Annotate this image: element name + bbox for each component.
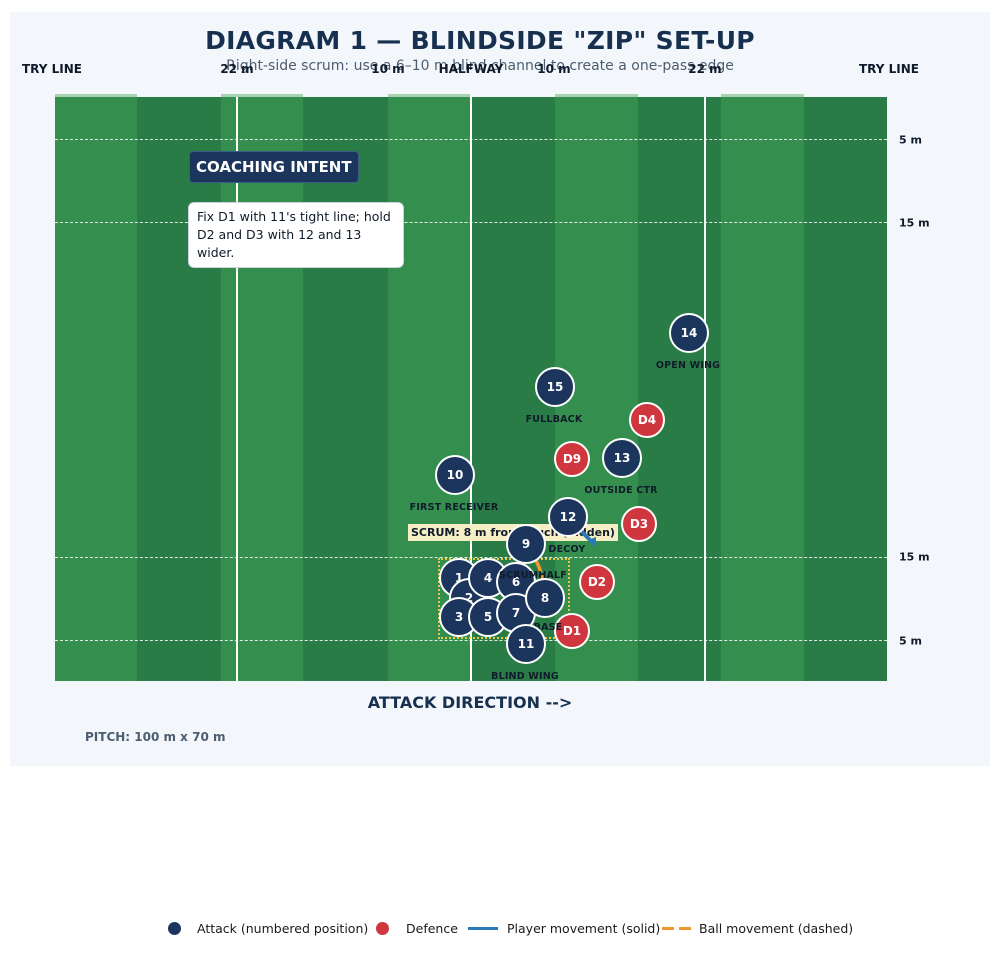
attacker-14: 14 bbox=[669, 313, 709, 353]
legend-ball-movement-label: Ball movement (dashed) bbox=[699, 921, 854, 936]
pitch-dimensions: PITCH: 100 m x 70 m bbox=[85, 730, 226, 744]
diagram-subtitle: Right-side scrum: use a 6–10 m blind cha… bbox=[226, 58, 734, 74]
legend-ball-movement-line bbox=[679, 927, 691, 930]
pitch-stripe bbox=[221, 97, 303, 681]
legend-attack-label: Attack (numbered position) bbox=[197, 921, 369, 936]
attacker-12: 12 bbox=[548, 497, 588, 537]
15m-line-top bbox=[55, 222, 887, 223]
pitch-stripe-edge bbox=[221, 94, 303, 97]
5m-bottom-label: 5 m bbox=[899, 634, 922, 648]
10m-right-label: 10 m bbox=[537, 62, 571, 76]
scrumhalf-label: SCRUMHALF bbox=[499, 570, 567, 581]
base-label: BASE bbox=[533, 622, 563, 633]
rugby-pitch: COACHING INTENT Fix D1 with 11's tight l… bbox=[55, 94, 887, 682]
attacker-11: 11 bbox=[506, 624, 546, 664]
defender-d1: D1 bbox=[554, 613, 590, 649]
pitch-stripe-edge bbox=[388, 94, 470, 97]
pitch-stripe-edge bbox=[555, 94, 638, 97]
try-line-right-label: TRY LINE bbox=[859, 62, 919, 76]
5m-line-top bbox=[55, 139, 887, 140]
pitch-stripe bbox=[55, 97, 137, 681]
5m-line-bottom bbox=[55, 640, 887, 641]
blind-wing-label: BLIND WING bbox=[491, 671, 559, 682]
coaching-intent-text: Fix D1 with 11's tight line; hold D2 and… bbox=[188, 202, 404, 268]
legend-defence-marker bbox=[376, 922, 389, 935]
first-receiver-label: FIRST RECEIVER bbox=[409, 502, 499, 513]
decoy-label: DECOY bbox=[548, 544, 586, 555]
15m-bottom-label: 15 m bbox=[899, 550, 930, 564]
halfway-line bbox=[470, 97, 472, 681]
halfway-label: HALFWAY bbox=[438, 62, 504, 76]
try-line-left-label: TRY LINE bbox=[22, 62, 82, 76]
legend-ball-movement-line bbox=[662, 927, 674, 930]
pitch-stripe-edge bbox=[55, 94, 137, 97]
22m-left-label: 22 m bbox=[220, 62, 254, 76]
22m-line-right bbox=[704, 97, 706, 681]
outside-centre-label: OUTSIDE CTR bbox=[584, 485, 658, 496]
coaching-intent-heading: COACHING INTENT bbox=[189, 151, 359, 183]
legend-defence-label: Defence bbox=[406, 921, 458, 936]
defender-d4: D4 bbox=[629, 402, 665, 438]
attack-direction-label: ATTACK DIRECTION --> bbox=[367, 693, 573, 712]
pitch-stripe-edge bbox=[721, 94, 804, 97]
attacker-9: 9 bbox=[506, 524, 546, 564]
attacker-8: 8 bbox=[525, 578, 565, 618]
22m-line-left bbox=[236, 97, 238, 681]
scrum-zone bbox=[438, 558, 570, 639]
diagram-title: DIAGRAM 1 — BLINDSIDE "ZIP" SET-UP bbox=[205, 26, 755, 55]
player-movement-arrowhead bbox=[588, 537, 596, 548]
attacker-10: 10 bbox=[435, 455, 475, 495]
legend-attack-marker bbox=[168, 922, 181, 935]
legend: Attack (numbered position) Defence Playe… bbox=[0, 920, 1000, 938]
pitch-stripe bbox=[721, 97, 804, 681]
defender-d2: D2 bbox=[579, 564, 615, 600]
attacker-15: 15 bbox=[535, 367, 575, 407]
15m-top-label: 15 m bbox=[899, 216, 930, 230]
15m-line-bottom bbox=[55, 557, 887, 558]
defender-d9: D9 bbox=[554, 441, 590, 477]
10m-left-label: 10 m bbox=[371, 62, 405, 76]
5m-top-label: 5 m bbox=[899, 133, 922, 147]
legend-player-movement-line bbox=[468, 927, 498, 930]
fullback-label: FULLBACK bbox=[525, 414, 583, 425]
defender-d3: D3 bbox=[621, 506, 657, 542]
legend-player-movement-label: Player movement (solid) bbox=[507, 921, 661, 936]
22m-right-label: 22 m bbox=[688, 62, 722, 76]
open-wing-label: OPEN WING bbox=[655, 360, 721, 371]
attacker-13: 13 bbox=[602, 438, 642, 478]
